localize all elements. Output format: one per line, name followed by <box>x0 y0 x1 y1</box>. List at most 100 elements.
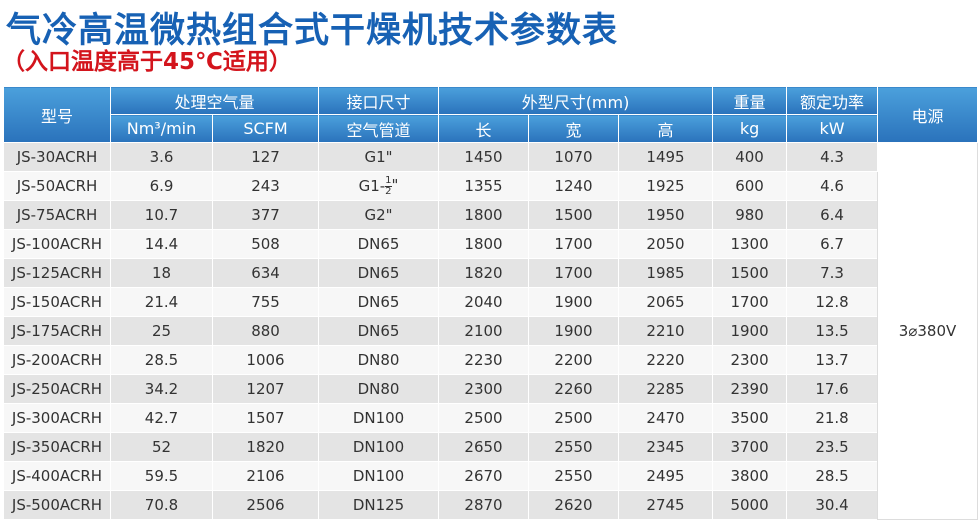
table-cell: 4.6 <box>786 171 879 201</box>
table-row: JS-400ACRH 59.5 2106 DN100 2670 2550 2495 3800 2… <box>3 461 978 491</box>
table-cell: DN65 <box>318 287 440 317</box>
table-cell: 2300 <box>438 374 530 404</box>
table-cell: 2620 <box>528 490 620 520</box>
table-cell: 70.8 <box>110 490 213 520</box>
table-cell: DN65 <box>318 258 440 288</box>
table-cell: 1700 <box>528 258 620 288</box>
table-cell: JS-400ACRH <box>3 461 111 491</box>
header-cell: 额定功率 <box>786 86 879 115</box>
table-cell: 1300 <box>712 229 788 259</box>
table-cell: 23.5 <box>786 432 879 462</box>
table-cell: JS-50ACRH <box>3 171 111 201</box>
header-cell: 电源 <box>877 86 979 143</box>
title: 气冷高温微热组合式干燥机技术参数表 <box>6 11 619 51</box>
header-cell: Nm³/min <box>110 114 213 143</box>
table-cell: 10.7 <box>110 200 213 230</box>
table-cell: 400 <box>712 142 788 172</box>
table-row: JS-350ACRH 52 1820 DN100 2650 2550 2345 3700 23.… <box>3 432 978 462</box>
header-cell: 长 <box>438 114 530 143</box>
table-cell: 59.5 <box>110 461 213 491</box>
table-row: JS-200ACRH 28.5 1006 DN80 2230 2200 2220 2300 13… <box>3 345 978 375</box>
table-row: JS-500ACRH 70.8 2506 DN125 2870 2620 2745 5000 3… <box>3 490 978 520</box>
table-cell: 1985 <box>618 258 714 288</box>
table-cell: DN65 <box>318 316 440 346</box>
table-cell: 1500 <box>528 200 620 230</box>
table-cell: JS-175ACRH <box>3 316 111 346</box>
table-cell: 1925 <box>618 171 714 201</box>
table-cell: 2300 <box>712 345 788 375</box>
table-row: JS-125ACRH 18 634 DN65 1820 1700 1985 1500 7.3 <box>3 258 978 288</box>
table-cell: JS-30ACRH <box>3 142 111 172</box>
table-cell: G1- 1 2 " <box>318 171 440 201</box>
table-cell: 2220 <box>618 345 714 375</box>
table-cell: JS-75ACRH <box>3 200 111 230</box>
table-cell: 17.6 <box>786 374 879 404</box>
table-cell: 21.4 <box>110 287 213 317</box>
table-cell: 2050 <box>618 229 714 259</box>
header-cell: 重量 <box>712 86 788 115</box>
table-cell: 1900 <box>528 316 620 346</box>
table-cell: 3500 <box>712 403 788 433</box>
table-cell: 3.6 <box>110 142 213 172</box>
table-cell: 13.7 <box>786 345 879 375</box>
power-cell: 3⌀380V <box>877 142 979 520</box>
pipe-prefix: G1- <box>358 176 386 195</box>
table-cell: 127 <box>211 142 320 172</box>
denominator: 2 <box>385 185 392 197</box>
table-cell: DN100 <box>318 432 440 462</box>
header-cell: 高 <box>618 114 714 143</box>
table-cell: 2230 <box>438 345 530 375</box>
table-cell: G2" <box>318 200 440 230</box>
table-cell: 2470 <box>618 403 714 433</box>
table-cell: 42.7 <box>110 403 213 433</box>
table-cell: 1507 <box>211 403 320 433</box>
table-cell: 2870 <box>438 490 530 520</box>
table-cell: 12.8 <box>786 287 879 317</box>
table-cell: 243 <box>211 171 320 201</box>
table-cell: 1820 <box>438 258 530 288</box>
table-cell: 21.8 <box>786 403 879 433</box>
table-cell: JS-200ACRH <box>3 345 111 375</box>
table-cell: 1820 <box>211 432 320 462</box>
table-cell: 2500 <box>528 403 620 433</box>
spec-table: 型号 处理空气量 接口尺寸 外型尺寸(mm) 重量 额定功率 电源 Nm³/mi… <box>3 86 979 520</box>
table-cell: 2550 <box>528 461 620 491</box>
table-cell: 1355 <box>438 171 530 201</box>
table-row: JS-175ACRH 25 880 DN65 2100 1900 2210 1900 13.5 <box>3 316 978 346</box>
table-cell: 755 <box>211 287 320 317</box>
table-cell: JS-250ACRH <box>3 374 111 404</box>
table-row: JS-250ACRH 34.2 1207 DN80 2300 2260 2285 2390 17… <box>3 374 978 404</box>
table-cell: 5000 <box>712 490 788 520</box>
table-cell: 2106 <box>211 461 320 491</box>
table-cell: 1900 <box>528 287 620 317</box>
table-cell: 2550 <box>528 432 620 462</box>
table-row: JS-75ACRH 10.7 377 G2" 1800 1500 1950 980 6.4 <box>3 200 978 230</box>
table-cell: 1495 <box>618 142 714 172</box>
table-cell: 2650 <box>438 432 530 462</box>
table-cell: 52 <box>110 432 213 462</box>
header-cell: kg <box>712 114 788 143</box>
table-cell: 2495 <box>618 461 714 491</box>
table-cell: 508 <box>211 229 320 259</box>
table-cell: 2200 <box>528 345 620 375</box>
header-cell: 空气管道 <box>318 114 440 143</box>
table-cell: DN100 <box>318 403 440 433</box>
pipe-suffix: " <box>391 175 399 194</box>
table-row: JS-30ACRH 3.6 127 G1" 1450 1070 1495 400 4.3 3⌀38… <box>3 142 979 520</box>
table-cell: 2210 <box>618 316 714 346</box>
table-row: JS-300ACRH 42.7 1507 DN100 2500 2500 2470 3500 2… <box>3 403 978 433</box>
table-cell: 2670 <box>438 461 530 491</box>
table-cell: JS-100ACRH <box>3 229 111 259</box>
table-cell: 2100 <box>438 316 530 346</box>
table-cell: 377 <box>211 200 320 230</box>
header-cell: 宽 <box>528 114 620 143</box>
table-cell: 2065 <box>618 287 714 317</box>
table-cell: 3800 <box>712 461 788 491</box>
table-cell: 1700 <box>712 287 788 317</box>
table-cell: 1450 <box>438 142 530 172</box>
table-cell: 1500 <box>712 258 788 288</box>
table-cell: 13.5 <box>786 316 879 346</box>
table-cell: 1700 <box>528 229 620 259</box>
table-cell: 634 <box>211 258 320 288</box>
